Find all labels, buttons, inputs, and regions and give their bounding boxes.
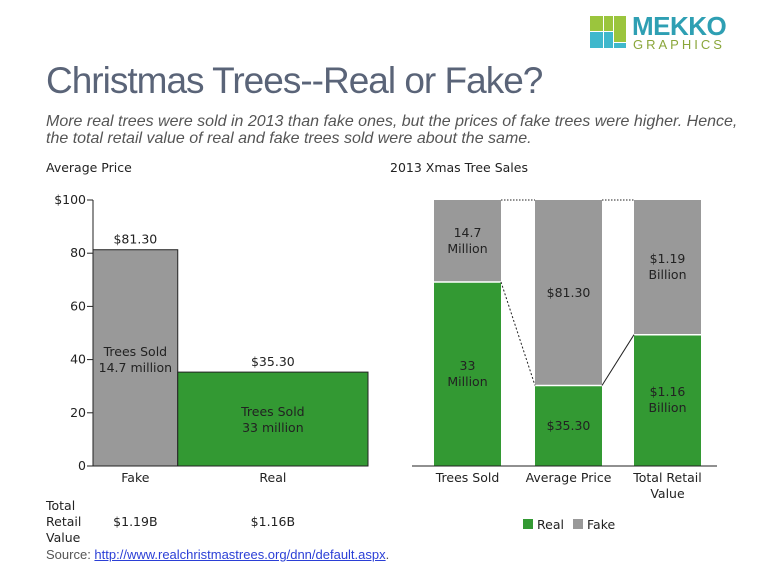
real-segment-label: $35.30 xyxy=(547,418,591,433)
fake-segment-label: $81.30 xyxy=(547,285,591,300)
logo-text: MEKKO xyxy=(632,11,727,41)
y-tick-label: 20 xyxy=(70,405,86,420)
legend-label-real: Real xyxy=(537,517,564,532)
total-retail-value: $1.19B xyxy=(113,514,157,529)
category-label: Trees Sold xyxy=(435,470,500,485)
fake-segment-label: Billion xyxy=(648,267,686,282)
footer-label: Total xyxy=(45,498,75,513)
y-tick-label: 80 xyxy=(70,245,86,260)
mekko-graphics-logo: MEKKO GRAPHICS xyxy=(590,11,760,52)
fake-segment-label: 14.7 xyxy=(454,225,482,240)
bar-real xyxy=(177,371,369,467)
bar-real xyxy=(535,385,602,466)
page-subtitle: More real trees were sold in 2013 than f… xyxy=(46,113,738,147)
page-title: Christmas Trees--Real or Fake? xyxy=(46,60,543,101)
category-label: Average Price xyxy=(526,470,612,485)
bar-inner-label: Trees Sold xyxy=(103,344,168,359)
legend-swatch-real xyxy=(523,519,533,529)
logo-mark-icon xyxy=(590,16,626,48)
y-tick-label: $100 xyxy=(54,192,86,207)
value-label: $81.30 xyxy=(113,232,157,247)
source-link[interactable]: http://www.realchristmastrees.org/dnn/de… xyxy=(94,547,386,562)
category-label: Total Retail xyxy=(632,470,702,485)
source-note: Source: http://www.realchristmastrees.or… xyxy=(46,547,389,562)
real-segment-label: 33 xyxy=(460,358,476,373)
y-tick-label: 0 xyxy=(78,458,86,473)
category-label: Fake xyxy=(121,470,149,485)
bar-real xyxy=(634,334,701,466)
real-segment-label: Million xyxy=(447,374,487,389)
source-prefix: Source: xyxy=(46,547,95,562)
legend-swatch-fake xyxy=(573,519,583,529)
bar-inner-label: 33 million xyxy=(242,420,304,435)
category-label: Value xyxy=(650,486,685,501)
category-label: Real xyxy=(259,470,286,485)
y-tick-label: 40 xyxy=(70,352,86,367)
bar-fake xyxy=(434,200,501,282)
real-segment-label: Billion xyxy=(648,400,686,415)
value-label: $35.30 xyxy=(251,354,295,369)
bar-fake xyxy=(92,249,179,467)
footer-label: Value xyxy=(46,530,81,545)
connector-real xyxy=(500,281,536,386)
footer-label: Retail xyxy=(46,514,81,529)
fake-segment-label: $1.19 xyxy=(650,251,686,266)
bar-inner-label: 14.7 million xyxy=(99,360,172,375)
total-retail-value: $1.16B xyxy=(251,514,295,529)
real-segment-label: $1.16 xyxy=(650,384,686,399)
y-tick-label: 60 xyxy=(70,298,86,313)
left-chart-title: Average Price xyxy=(46,160,132,175)
bar-real xyxy=(434,281,501,466)
legend-label-fake: Fake xyxy=(587,517,615,532)
bar-inner-label: Trees Sold xyxy=(240,404,305,419)
connector-real xyxy=(601,334,635,386)
right-chart-title: 2013 Xmas Tree Sales xyxy=(390,160,528,175)
fake-segment-label: Million xyxy=(447,241,487,256)
logo-subtext: GRAPHICS xyxy=(633,37,725,52)
bar-fake xyxy=(535,200,602,386)
source-suffix: . xyxy=(385,547,390,562)
bar-fake xyxy=(634,200,701,335)
